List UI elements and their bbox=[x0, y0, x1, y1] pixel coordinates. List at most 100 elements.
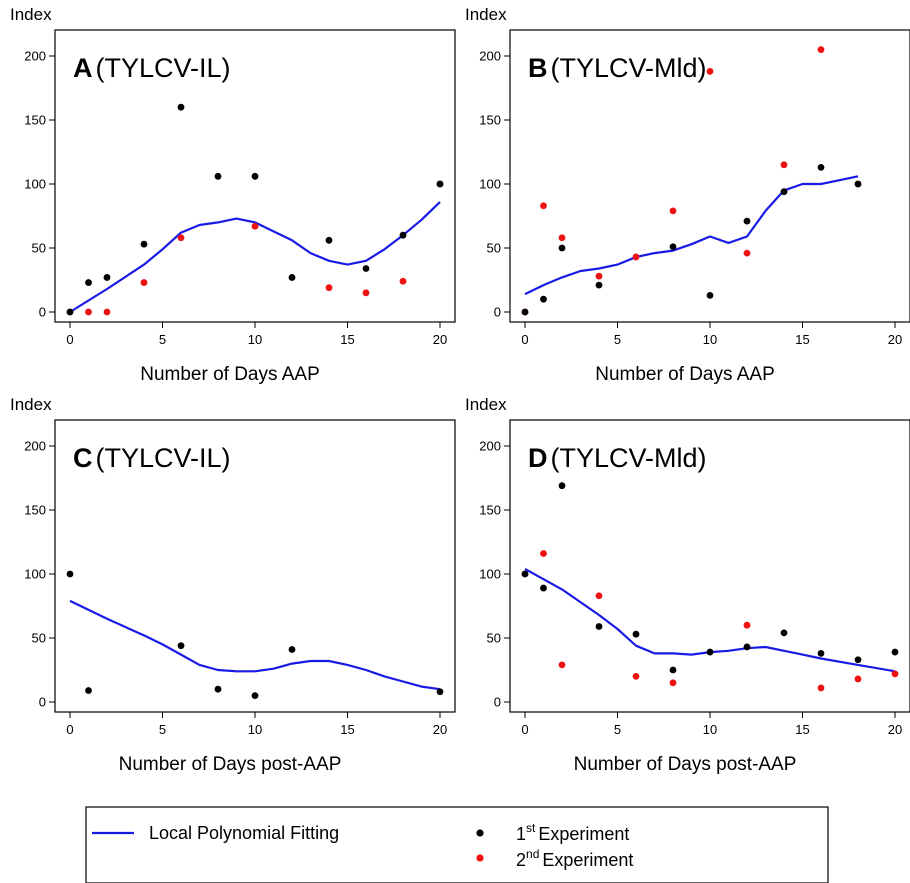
panel-c-point-exp1 bbox=[177, 642, 185, 650]
panel-b-point-exp1 bbox=[817, 163, 825, 171]
panel-b-point-exp2 bbox=[540, 202, 547, 210]
panel-a-point-exp2 bbox=[399, 277, 407, 285]
panel-d-point-exp1 bbox=[558, 482, 566, 490]
panel-c-fit-line bbox=[69, 599, 441, 691]
legend-box bbox=[85, 806, 829, 883]
panel-a-xtick-label: 15 bbox=[340, 332, 354, 347]
panel-b-xtick-label: 10 bbox=[703, 332, 717, 347]
legend-fit-label: Local Polynomial Fitting bbox=[149, 823, 339, 843]
legend-exp2-text: Experiment bbox=[542, 850, 633, 870]
panel-b-point-exp2 bbox=[595, 272, 603, 280]
panel-d-fit-line bbox=[524, 567, 896, 673]
panel-c-xtick-label: 5 bbox=[159, 722, 166, 737]
panel-a-point-exp2 bbox=[85, 308, 92, 316]
panel-a-point-exp2 bbox=[103, 308, 111, 316]
panel-b-point-exp1 bbox=[669, 243, 677, 251]
panel-d-point-exp1 bbox=[780, 629, 788, 637]
panel-d-point-exp2 bbox=[854, 675, 862, 683]
panel-a-point-exp1 bbox=[140, 240, 148, 248]
panel-d-point-exp1 bbox=[521, 570, 529, 578]
panel-b-ytick-label: 200 bbox=[479, 49, 501, 64]
panel-b-point-exp1 bbox=[743, 217, 751, 225]
panel-b-letter: B bbox=[528, 53, 548, 83]
panel-c-ytick-label: 100 bbox=[24, 567, 46, 582]
panel-d-point-exp2 bbox=[540, 550, 547, 557]
panel-c-xtick-label: 15 bbox=[340, 722, 354, 737]
panel-c-ylabel: Index bbox=[10, 395, 52, 414]
panel-d-ytick-label: 150 bbox=[479, 503, 501, 518]
panel-b-xtick-label: 5 bbox=[614, 332, 621, 347]
panel-d-point-exp2 bbox=[595, 592, 603, 600]
panel-c-ytick-label: 200 bbox=[24, 439, 46, 454]
panel-d-point-exp1 bbox=[706, 648, 714, 656]
panel-b-point-exp2 bbox=[743, 249, 751, 257]
panel-c-ytick-label: 150 bbox=[24, 503, 46, 518]
panel-d-point-exp2 bbox=[817, 684, 825, 692]
panel-a-ytick-label: 0 bbox=[39, 305, 46, 320]
panel-c-xtick-label: 20 bbox=[433, 722, 447, 737]
panel-a-point-exp1 bbox=[85, 279, 92, 286]
panel-a-point-exp1 bbox=[66, 308, 74, 316]
panel-a-letter: A bbox=[73, 53, 93, 83]
panel-b-point-exp2 bbox=[706, 67, 714, 75]
panel-d-point-exp2 bbox=[558, 661, 566, 669]
panel-a-ylabel: Index bbox=[10, 5, 52, 24]
panel-d-point-exp2 bbox=[743, 621, 751, 629]
panel-c-point-exp1 bbox=[66, 570, 74, 578]
panel-b-point-exp1 bbox=[780, 188, 788, 196]
panel-a-point-exp1 bbox=[251, 172, 259, 180]
panel-a-point-exp2 bbox=[140, 279, 148, 286]
panel-a-ytick-label: 150 bbox=[24, 113, 46, 128]
panel-d-title: D (TYLCV-Mld) bbox=[528, 443, 707, 473]
panel-a-ytick-label: 50 bbox=[32, 241, 46, 256]
panel-a-xlabel: Number of Days AAP bbox=[140, 364, 320, 385]
panel-a-point-exp1 bbox=[177, 103, 185, 111]
panel-b-ytick-label: 50 bbox=[487, 241, 501, 256]
panel-d-xtick-label: 0 bbox=[521, 722, 528, 737]
panel-b-fit-line bbox=[524, 175, 859, 296]
panel-d-point-exp1 bbox=[595, 623, 603, 630]
legend-exp2-marker bbox=[476, 854, 484, 862]
panel-c-point-exp1 bbox=[214, 685, 222, 693]
panel-d-ytick-label: 100 bbox=[479, 567, 501, 582]
panel-d-point-exp1 bbox=[669, 666, 677, 674]
panel-d-point-exp2 bbox=[669, 679, 677, 687]
legend-exp1-num: 1 bbox=[516, 824, 526, 844]
panel-b-ytick-label: 100 bbox=[479, 177, 501, 192]
legend-exp1-marker bbox=[476, 829, 484, 837]
panel-d-ytick-label: 0 bbox=[494, 695, 501, 710]
panel-a: Index A (TYLCV-IL) 0 50 100 150 200 0 5 10 15 20 Numb… bbox=[10, 5, 456, 385]
panel-a-point-exp1 bbox=[288, 274, 296, 281]
panel-a-point-exp1 bbox=[214, 172, 222, 180]
panel-a-point-exp1 bbox=[399, 231, 407, 239]
panel-d-point-exp1 bbox=[854, 656, 862, 664]
panel-b-ytick-label: 150 bbox=[479, 113, 501, 128]
panel-b-point-exp2 bbox=[817, 46, 825, 53]
panel-b-ytick-label: 0 bbox=[494, 305, 501, 320]
panel-d-point-exp1 bbox=[891, 648, 899, 656]
panel-a-xtick-label: 0 bbox=[66, 332, 73, 347]
legend-exp2-num: 2 bbox=[516, 850, 526, 870]
panel-a-point-exp2 bbox=[177, 234, 185, 242]
panel-c-letter: C bbox=[73, 443, 93, 473]
panel-a-xtick-label: 20 bbox=[433, 332, 447, 347]
panel-c-xtick-label: 0 bbox=[66, 722, 73, 737]
panel-d-xtick-label: 10 bbox=[703, 722, 717, 737]
panel-b-point-exp2 bbox=[632, 253, 640, 261]
panel-c-virus: (TYLCV-IL) bbox=[96, 443, 231, 473]
panel-b-title: B (TYLCV-Mld) bbox=[528, 53, 707, 83]
legend-exp1-sup: st bbox=[526, 821, 536, 835]
panel-c-xtick-label: 10 bbox=[248, 722, 262, 737]
legend-exp1-label: 1st Experiment bbox=[516, 821, 629, 844]
panel-b-point-exp1 bbox=[558, 244, 566, 252]
panel-b: Index B (TYLCV-Mld) 0 50 100 150 200 0 5 10 15 20 Num… bbox=[465, 5, 910, 385]
panel-b-xtick-label: 15 bbox=[795, 332, 809, 347]
panel-b-virus: (TYLCV-Mld) bbox=[551, 53, 707, 83]
panel-b-point-exp1 bbox=[706, 291, 714, 299]
panel-c-point-exp1 bbox=[436, 688, 444, 696]
panel-d-xtick-label: 20 bbox=[888, 722, 902, 737]
panel-d-xtick-label: 15 bbox=[795, 722, 809, 737]
panel-b-point-exp1 bbox=[595, 281, 603, 289]
